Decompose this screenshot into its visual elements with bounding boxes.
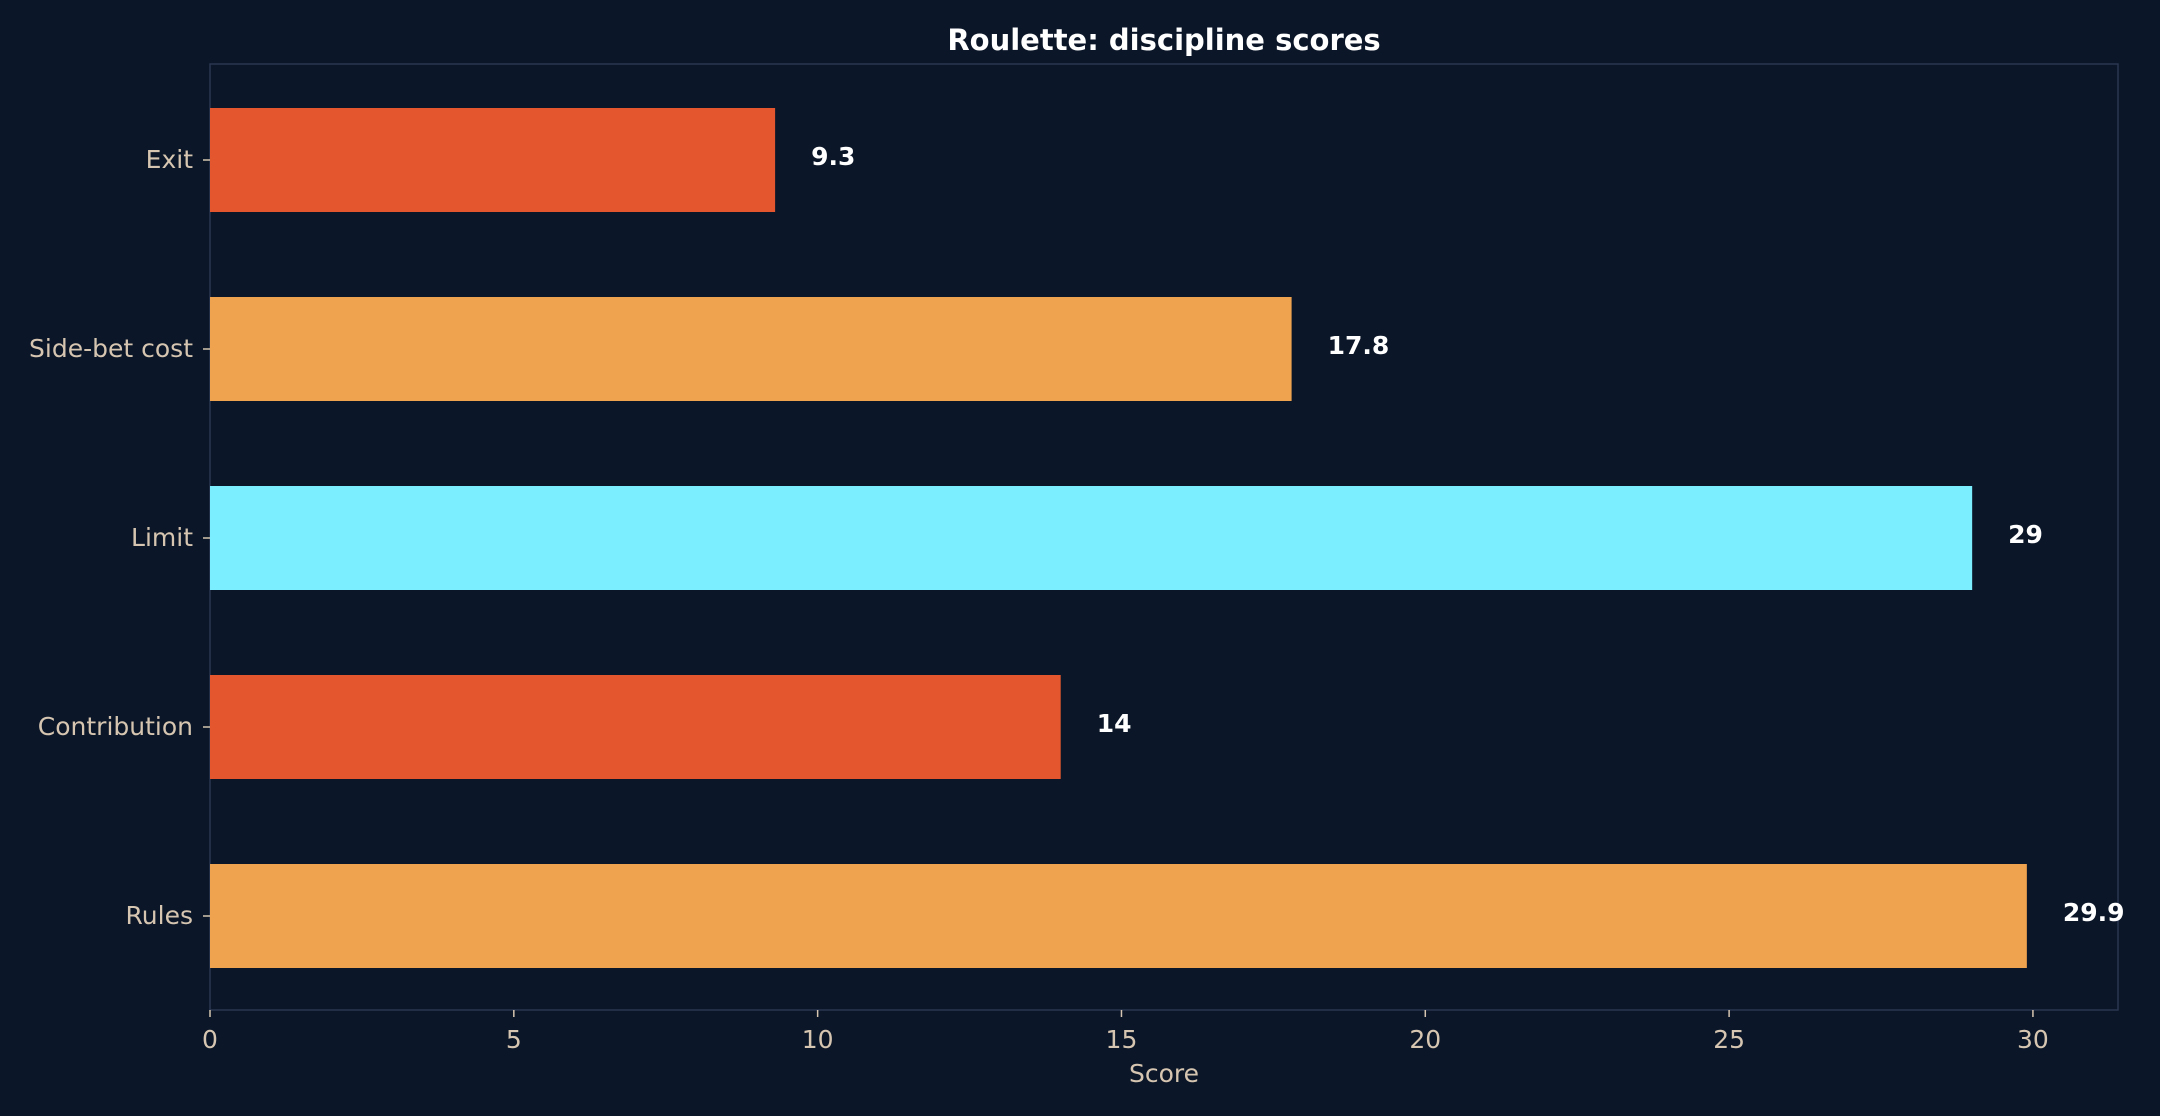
bar-exit [210, 108, 776, 212]
value-label: 9.3 [811, 142, 855, 171]
value-label: 29.9 [2063, 898, 2125, 927]
x-tick-label: 30 [2017, 1025, 2049, 1054]
y-tick-label: Contribution [38, 712, 193, 741]
x-tick-label: 20 [1409, 1025, 1441, 1054]
x-axis-label: Score [1129, 1059, 1199, 1088]
chart-title: Roulette: discipline scores [947, 23, 1380, 57]
value-label: 17.8 [1328, 331, 1390, 360]
bars-layer [210, 108, 2027, 968]
y-axis: Exit Side-bet cost Limit Contribution Rules [29, 145, 210, 930]
y-tick-label: Exit [146, 145, 194, 174]
x-tick-label: 5 [506, 1025, 522, 1054]
y-tick-label: Side-bet cost [29, 334, 193, 363]
bar-side-bet-cost [210, 297, 1292, 401]
x-axis: 0 5 10 15 20 25 30 [202, 1010, 2049, 1054]
x-tick-label: 15 [1106, 1025, 1138, 1054]
y-tick-label: Rules [126, 901, 193, 930]
bar-rules [210, 864, 2027, 968]
value-label: 29 [2008, 520, 2043, 549]
x-tick-label: 10 [802, 1025, 834, 1054]
value-labels-layer: 9.3 17.8 29 14 29.9 [811, 142, 2124, 927]
x-tick-label: 25 [1713, 1025, 1745, 1054]
bar-limit [210, 486, 1973, 590]
y-tick-label: Limit [131, 523, 193, 552]
bar-contribution [210, 675, 1061, 779]
x-tick-label: 0 [202, 1025, 218, 1054]
value-label: 14 [1097, 709, 1132, 738]
